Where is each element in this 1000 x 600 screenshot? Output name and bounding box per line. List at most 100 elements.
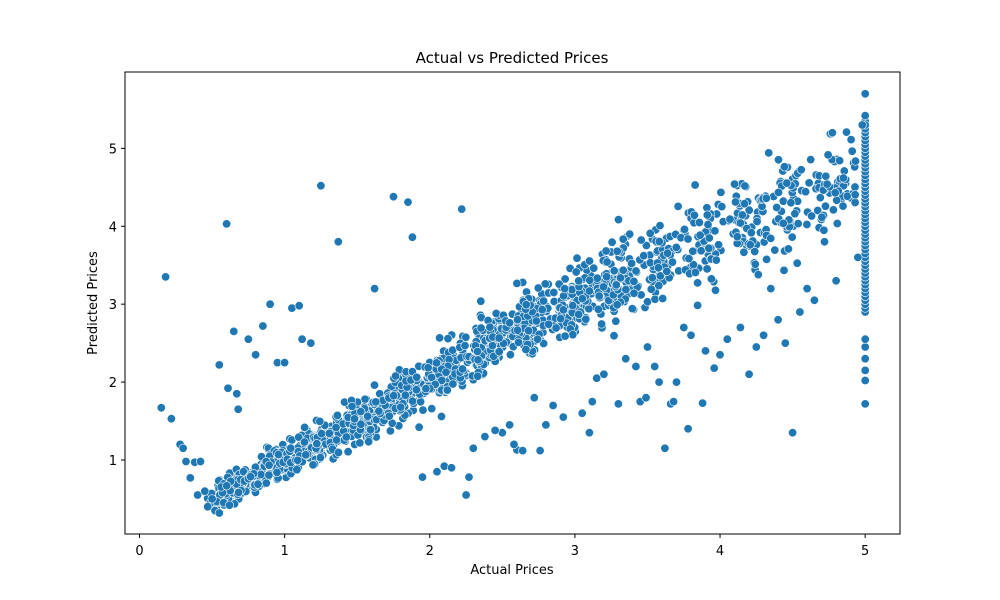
data-point: [461, 490, 471, 500]
data-point: [739, 247, 749, 257]
data-point: [732, 232, 742, 242]
data-point: [783, 244, 793, 254]
data-point: [391, 371, 401, 381]
data-point: [744, 205, 754, 215]
data-point: [735, 322, 745, 332]
data-point: [385, 426, 395, 436]
data-point: [655, 221, 665, 231]
data-point: [461, 332, 471, 342]
data-point: [214, 508, 224, 518]
data-point: [301, 450, 311, 460]
data-point: [518, 446, 528, 456]
data-point: [838, 201, 848, 211]
data-point: [574, 309, 584, 319]
data-point: [436, 411, 446, 421]
data-point: [860, 342, 870, 352]
data-point: [795, 307, 805, 317]
data-point: [752, 217, 762, 227]
data-point: [181, 456, 191, 466]
data-point: [773, 315, 783, 325]
data-point: [804, 178, 814, 188]
data-point: [524, 326, 534, 336]
data-point: [611, 280, 621, 290]
data-point: [735, 218, 745, 228]
x-tick-label: 1: [281, 544, 289, 559]
data-point: [759, 330, 769, 340]
data-point: [618, 265, 628, 275]
data-point: [679, 322, 689, 332]
data-point: [265, 299, 275, 309]
data-point: [556, 314, 566, 324]
data-point: [521, 300, 531, 310]
data-point: [571, 267, 581, 277]
data-point: [273, 449, 283, 459]
data-point: [598, 282, 608, 292]
data-point: [485, 322, 495, 332]
data-point: [435, 333, 445, 343]
data-point: [639, 251, 649, 261]
data-point: [662, 266, 672, 276]
data-point: [860, 111, 870, 121]
data-point: [841, 127, 851, 137]
x-axis-ticks: 0 1 2 3 4 5: [135, 534, 869, 559]
data-point: [702, 264, 712, 274]
data-point: [831, 276, 841, 286]
data-point: [476, 296, 486, 306]
data-point: [850, 198, 860, 208]
data-point: [683, 424, 693, 434]
data-point: [584, 428, 594, 438]
data-point: [473, 355, 483, 365]
data-point: [222, 481, 232, 491]
data-point: [214, 360, 224, 370]
data-point: [343, 447, 353, 457]
data-point: [796, 165, 806, 175]
data-point: [203, 502, 213, 512]
data-point: [787, 232, 797, 242]
data-point: [487, 341, 497, 351]
x-tick-label: 2: [426, 544, 434, 559]
data-point: [629, 288, 639, 298]
data-point: [667, 257, 677, 267]
data-point: [627, 258, 637, 268]
data-point: [627, 304, 637, 314]
data-point: [233, 404, 243, 414]
data-point: [717, 202, 727, 212]
data-point: [860, 354, 870, 364]
data-point: [400, 390, 410, 400]
data-point: [830, 188, 840, 198]
data-point: [333, 447, 343, 457]
data-point: [341, 432, 351, 442]
data-point: [418, 405, 428, 415]
data-point: [196, 456, 206, 466]
data-point: [264, 470, 274, 480]
data-point: [446, 463, 456, 473]
data-point: [662, 248, 672, 258]
data-point: [371, 397, 381, 407]
data-point: [584, 256, 594, 266]
data-point: [558, 412, 568, 422]
data-point: [548, 400, 558, 410]
data-point: [560, 284, 570, 294]
data-point: [513, 325, 523, 335]
data-point: [315, 453, 325, 463]
data-point: [850, 182, 860, 192]
data-point: [294, 432, 304, 442]
data-point: [356, 407, 366, 417]
data-point: [819, 237, 829, 247]
data-point: [200, 486, 210, 496]
data-point: [686, 330, 696, 340]
data-point: [505, 350, 515, 360]
data-point: [688, 246, 698, 256]
data-point: [650, 361, 660, 371]
data-point: [535, 446, 545, 456]
data-point: [512, 278, 522, 288]
data-point: [384, 411, 394, 421]
data-point: [416, 397, 426, 407]
data-point: [766, 284, 776, 294]
data-point: [156, 403, 166, 413]
data-point: [629, 276, 639, 286]
data-point: [178, 443, 188, 453]
data-point: [857, 120, 867, 130]
data-point: [349, 414, 359, 424]
data-point: [739, 199, 749, 209]
